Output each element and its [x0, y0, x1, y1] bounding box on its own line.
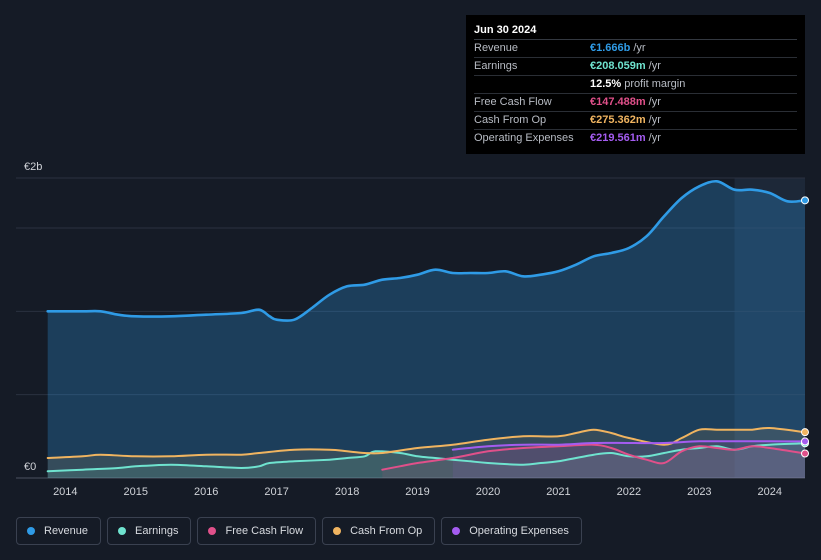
- operating-expenses-area: [452, 441, 805, 478]
- tooltip-row-unit: /yr: [648, 60, 661, 72]
- x-axis-ticks: 2014 2015 2016 2017 2018 2019 2020 2021 2022 2023…: [53, 486, 782, 498]
- x-tick-label: 2018: [335, 486, 359, 498]
- tooltip-row-unit: profit margin: [624, 78, 686, 90]
- x-tick-label: 2021: [546, 486, 570, 498]
- x-tick-label: 2022: [617, 486, 641, 498]
- x-tick-label: 2015: [124, 486, 148, 498]
- legend-item-earnings[interactable]: Earnings: [107, 517, 192, 545]
- legend-dot-icon: [208, 527, 217, 535]
- tooltip-row-label: Free Cash Flow: [474, 96, 552, 108]
- data-tooltip: Jun 30 2024 Revenue €1.666b/yr Earnings €20…: [466, 15, 805, 154]
- tooltip-row-value: €1.666b: [590, 42, 631, 54]
- cash-from-op-endpoint: [801, 428, 809, 437]
- y-axis-label-top: €2b: [24, 161, 42, 173]
- legend-item-free-cash-flow[interactable]: Free Cash Flow: [197, 517, 317, 545]
- revenue-area: [47, 181, 805, 478]
- x-tick-label: 2023: [687, 486, 711, 498]
- tooltip-row: Operating Expenses €219.561m/yr: [474, 130, 797, 147]
- series-areas: [47, 181, 805, 478]
- x-tick-label: 2016: [194, 486, 218, 498]
- chart-legend: Revenue Earnings Free Cash Flow Cash From O…: [16, 517, 588, 545]
- legend-label: Cash From Op: [350, 525, 423, 537]
- cash-from-op-line: [46, 426, 806, 459]
- operating-expenses-endpoint: [801, 437, 809, 446]
- tooltip-row-label: Revenue: [474, 42, 519, 54]
- tooltip-row-unit: /yr: [648, 114, 661, 126]
- series-lines: [46, 179, 807, 473]
- revenue-line: [46, 179, 807, 322]
- legend-item-revenue[interactable]: Revenue: [16, 517, 102, 545]
- tooltip-row: Cash From Op €275.362m/yr: [474, 112, 797, 130]
- legend-label: Earnings: [135, 525, 179, 537]
- x-tick-label: 2020: [476, 486, 500, 498]
- x-tick-label: 2014: [53, 486, 77, 498]
- tooltip-row-unit: /yr: [633, 42, 646, 54]
- legend-dot-icon: [27, 527, 35, 535]
- earnings-area: [47, 443, 805, 478]
- revenue-endpoint: [801, 196, 809, 205]
- tooltip-rows: Revenue €1.666b/yr Earnings €208.059m/yr 12.…: [474, 40, 797, 147]
- tooltip-row-unit: /yr: [648, 96, 661, 108]
- y-axis-label-bottom: €0: [24, 461, 36, 473]
- legend-dot-icon: [452, 527, 461, 535]
- free-cash-flow-line: [381, 443, 806, 471]
- series-endpoints: [801, 196, 809, 458]
- tooltip-row-label: Operating Expenses: [474, 132, 574, 144]
- operating-expenses-line: [451, 440, 806, 451]
- legend-label: Operating Expenses: [469, 525, 569, 537]
- legend-item-cash-from-op[interactable]: Cash From Op: [322, 517, 436, 545]
- tooltip-row-value: 12.5%: [590, 78, 622, 90]
- tooltip-row-unit: /yr: [648, 132, 661, 144]
- tooltip-row-label: [474, 76, 590, 93]
- legend-label: Free Cash Flow: [225, 525, 304, 537]
- x-tick-label: 2019: [405, 486, 429, 498]
- tooltip-row: Revenue €1.666b/yr: [474, 40, 797, 58]
- free-cash-flow-area: [382, 444, 805, 478]
- tooltip-row-value: €147.488m: [590, 96, 646, 108]
- tooltip-row: 12.5% profit margin: [474, 76, 797, 94]
- cash-from-op-area: [47, 427, 805, 478]
- tooltip-row-value: €275.362m: [590, 114, 646, 126]
- legend-dot-icon: [118, 527, 127, 535]
- free-cash-flow-endpoint: [801, 449, 809, 458]
- x-tick-label: 2024: [758, 486, 782, 498]
- chart-grid: [16, 177, 805, 479]
- tooltip-row: Earnings €208.059m/yr: [474, 58, 797, 76]
- tooltip-row-label: Cash From Op: [474, 114, 547, 126]
- tooltip-row-value: €219.561m: [590, 132, 646, 144]
- tooltip-date: Jun 30 2024: [474, 21, 797, 40]
- tooltip-row-value: €208.059m: [590, 60, 646, 72]
- tooltip-row: Free Cash Flow €147.488m/yr: [474, 94, 797, 112]
- legend-dot-icon: [333, 527, 342, 535]
- tooltip-row-label: Earnings: [474, 60, 518, 72]
- legend-item-operating-expenses[interactable]: Operating Expenses: [441, 517, 582, 545]
- legend-label: Revenue: [44, 525, 89, 537]
- x-tick-label: 2017: [264, 486, 288, 498]
